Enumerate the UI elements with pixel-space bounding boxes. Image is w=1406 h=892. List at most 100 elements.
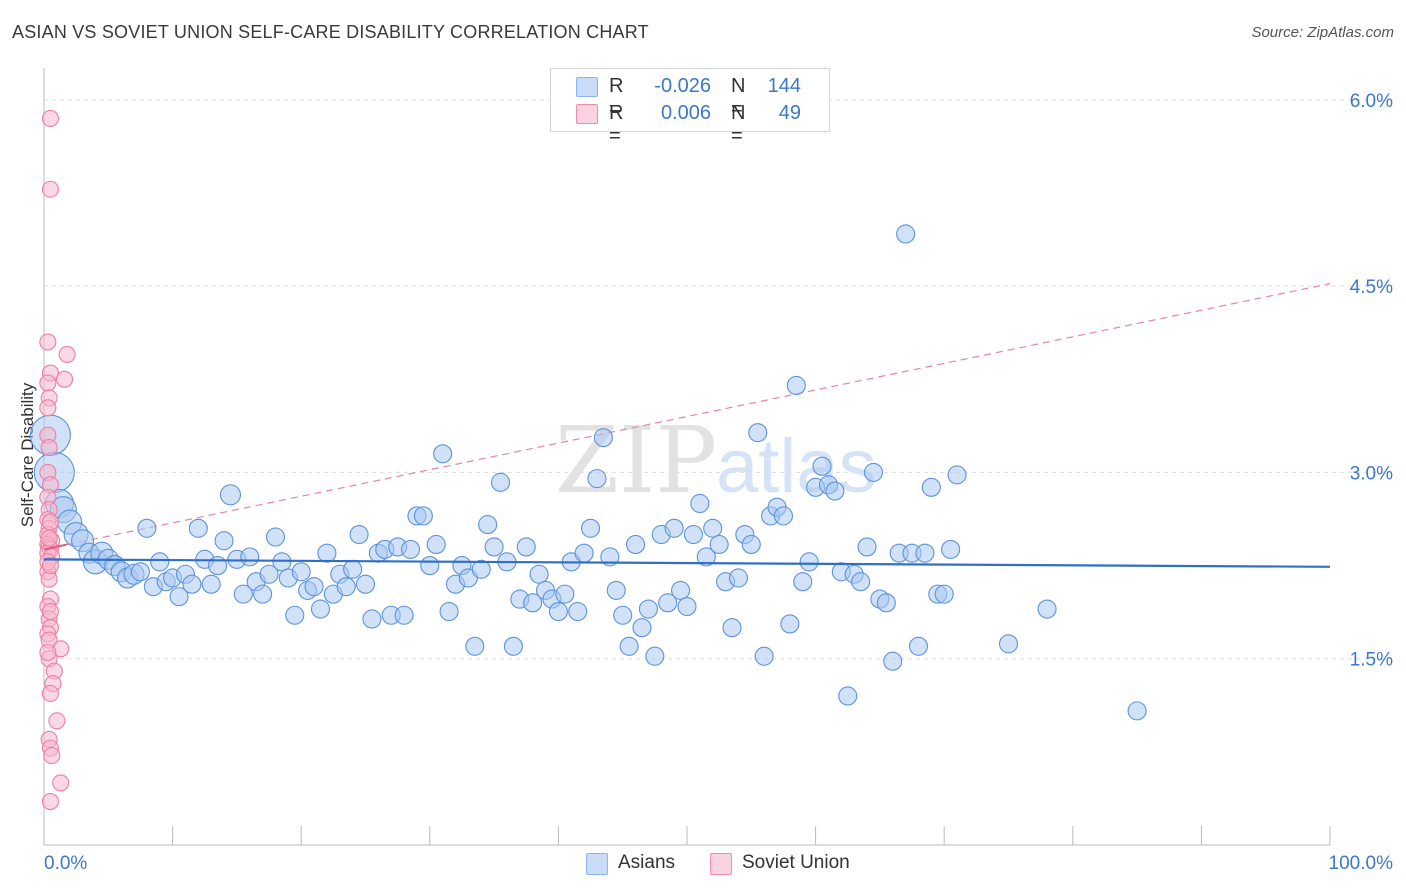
asians-point: [934, 584, 954, 604]
source-label: Source: ZipAtlas.com: [1251, 24, 1394, 41]
x-tick-label: 0.0%: [44, 853, 87, 874]
asians-point: [400, 539, 421, 559]
asians-point: [304, 577, 324, 597]
asians-point: [413, 506, 433, 526]
soviet-union-point: [41, 513, 59, 531]
soviet-union-point: [41, 684, 59, 703]
asians-point: [336, 577, 356, 597]
soviet-union-point: [39, 643, 57, 662]
watermark-atlas: atlas: [716, 424, 877, 509]
asians-point: [433, 444, 453, 464]
soviet-union-point: [40, 529, 58, 547]
asians-point: [420, 556, 440, 576]
asians-point: [799, 552, 819, 572]
asians-point: [709, 534, 729, 555]
asians-point: [484, 537, 504, 557]
asians-point: [754, 646, 774, 666]
asians-point: [883, 651, 903, 671]
r-value: -0.026: [654, 75, 711, 97]
asians-point: [748, 423, 768, 443]
asians-point: [619, 636, 639, 656]
asians-point: [503, 636, 523, 656]
asians-point: [773, 506, 794, 526]
asians-point: [130, 562, 150, 582]
r-label: R =: [609, 75, 624, 120]
asians-point: [876, 593, 896, 613]
x-tick-label: 100.0%: [1329, 853, 1394, 874]
asians-point: [317, 543, 337, 563]
y-tick-label: 3.0%: [1350, 463, 1393, 484]
asians-point: [233, 584, 253, 604]
asians-point: [253, 584, 273, 604]
asians-point: [188, 518, 208, 538]
asians-swatch: [576, 77, 598, 97]
asians-point: [394, 605, 414, 625]
asians-point: [478, 515, 498, 535]
asians-point: [786, 375, 806, 396]
asians-point: [683, 524, 703, 545]
asians-point: [580, 518, 601, 538]
legend-label: Soviet Union: [742, 852, 850, 873]
asians-point: [664, 518, 684, 538]
soviet-union-swatch: [576, 104, 598, 124]
chart-title: ASIAN VS SOVIET UNION SELF-CARE DISABILI…: [12, 22, 649, 42]
soviet-union-point: [58, 345, 76, 363]
asians-point: [548, 601, 568, 622]
asians-point: [529, 564, 549, 584]
asians-point: [638, 599, 658, 619]
asians-point: [741, 534, 761, 555]
y-tick-label: 4.5%: [1350, 277, 1393, 298]
asians-point: [465, 636, 485, 656]
asians-point: [863, 462, 884, 482]
asians-point: [857, 537, 877, 557]
asians-point: [182, 574, 202, 594]
asians-point: [240, 547, 260, 567]
watermark-zip: ZIP: [555, 407, 717, 514]
asians-point: [921, 477, 941, 497]
asians-point: [362, 609, 382, 629]
asians-point: [690, 493, 710, 514]
soviet-union-point: [39, 333, 57, 351]
soviet-union-point: [41, 109, 59, 128]
soviet-union-trend-segment: [43, 543, 68, 551]
asians-point: [291, 562, 311, 582]
asians-point: [812, 456, 832, 476]
asians-point: [915, 543, 935, 563]
asians-point: [728, 568, 748, 588]
asians-point: [696, 547, 716, 567]
asians-point: [426, 534, 446, 555]
asians-point: [574, 543, 594, 563]
asians-point: [343, 559, 363, 579]
asians-point: [310, 599, 331, 619]
soviet-union-point: [52, 774, 70, 792]
asians-point: [137, 518, 157, 538]
asians-point: [626, 534, 646, 555]
n-value: 144: [767, 75, 801, 97]
soviet-union-trend-line: [43, 283, 1331, 551]
soviet-union-point: [43, 747, 61, 765]
asians-point: [516, 537, 536, 557]
asians-point: [613, 605, 633, 625]
asians-point: [169, 587, 189, 607]
asians-point: [838, 686, 858, 706]
asians-trend-line: [43, 558, 1331, 568]
asians-point: [825, 481, 845, 501]
asians-point: [780, 614, 800, 634]
asians-point: [998, 634, 1019, 654]
asians-point: [658, 593, 678, 613]
asians-point: [1127, 701, 1147, 721]
n-value: 49: [778, 102, 801, 124]
asians-point: [851, 572, 871, 592]
y-tick-label: 6.0%: [1350, 91, 1393, 112]
soviet-union-point: [41, 792, 59, 811]
n-label: N =: [731, 102, 746, 147]
asians-point: [600, 547, 620, 567]
asians-legend-swatch: [586, 853, 608, 875]
soviet-union-point: [56, 370, 74, 388]
legend-label: Asians: [618, 852, 676, 873]
asians-point: [219, 484, 242, 506]
asians-point: [568, 601, 588, 622]
asians-point: [722, 618, 742, 638]
asians-point: [587, 469, 607, 489]
soviet-union-point: [40, 439, 58, 457]
